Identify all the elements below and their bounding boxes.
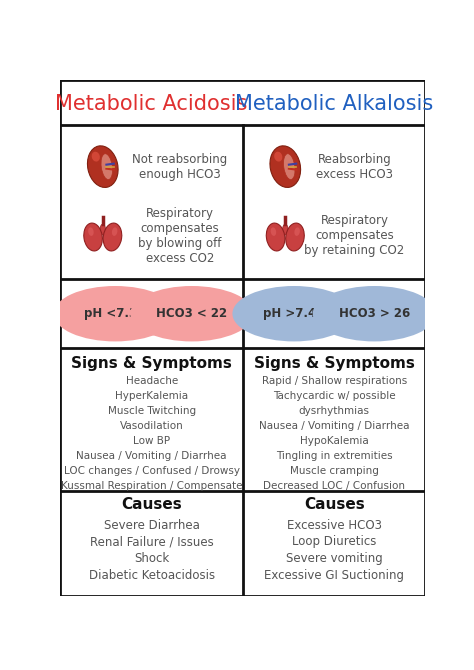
Ellipse shape: [266, 223, 285, 251]
Text: Respiratory
compensates
by blowing off
excess CO2: Respiratory compensates by blowing off e…: [138, 207, 221, 265]
Text: Muscle cramping: Muscle cramping: [290, 466, 379, 476]
Ellipse shape: [294, 227, 300, 236]
Text: Metabolic Acidosis: Metabolic Acidosis: [55, 94, 248, 113]
Text: Reabsorbing
excess HCO3: Reabsorbing excess HCO3: [316, 153, 393, 181]
Text: Causes: Causes: [121, 497, 182, 512]
Text: Tingling in extremities: Tingling in extremities: [276, 451, 392, 461]
Ellipse shape: [283, 153, 295, 180]
Text: Rapid / Shallow respirations: Rapid / Shallow respirations: [262, 376, 407, 386]
Ellipse shape: [103, 223, 122, 251]
Text: pH >7.45: pH >7.45: [263, 308, 325, 320]
Text: Signs & Symptoms: Signs & Symptoms: [71, 356, 232, 371]
Text: LOC changes / Confused / Drowsy: LOC changes / Confused / Drowsy: [64, 466, 240, 476]
Text: Excessive HCO3: Excessive HCO3: [287, 519, 382, 531]
Ellipse shape: [84, 223, 102, 251]
Ellipse shape: [100, 224, 106, 235]
Text: Headache: Headache: [126, 376, 178, 386]
Ellipse shape: [91, 151, 100, 161]
Ellipse shape: [88, 227, 94, 236]
Text: HyperKalemia: HyperKalemia: [115, 391, 188, 401]
Text: Shock: Shock: [134, 552, 169, 565]
Text: Severe Diarrhea: Severe Diarrhea: [104, 519, 200, 531]
Text: Nausea / Vomiting / Diarrhea: Nausea / Vomiting / Diarrhea: [259, 421, 410, 431]
Ellipse shape: [271, 227, 276, 236]
Text: Diabetic Ketoacidosis: Diabetic Ketoacidosis: [89, 570, 215, 582]
Text: Causes: Causes: [304, 497, 365, 512]
Text: Kussmal Respiration / Compensate: Kussmal Respiration / Compensate: [61, 481, 242, 491]
Text: Loop Diuretics: Loop Diuretics: [292, 535, 376, 549]
Ellipse shape: [283, 224, 288, 235]
Text: Vasodilation: Vasodilation: [120, 421, 183, 431]
Ellipse shape: [286, 223, 304, 251]
Ellipse shape: [112, 227, 118, 236]
Text: pH <7.35: pH <7.35: [84, 308, 146, 320]
Text: Low BP: Low BP: [133, 436, 170, 446]
Text: Signs & Symptoms: Signs & Symptoms: [254, 356, 415, 371]
Ellipse shape: [274, 151, 283, 161]
Ellipse shape: [270, 146, 301, 188]
Text: Tachycardic w/ possible: Tachycardic w/ possible: [273, 391, 395, 401]
Ellipse shape: [88, 146, 118, 188]
Ellipse shape: [130, 286, 254, 342]
Text: dysrhythmias: dysrhythmias: [299, 406, 370, 416]
Text: Respiratory
compensates
by retaining CO2: Respiratory compensates by retaining CO2: [304, 214, 405, 257]
Text: HypoKalemia: HypoKalemia: [300, 436, 369, 446]
Text: HCO3 > 26: HCO3 > 26: [339, 308, 410, 320]
Text: HCO3 < 22: HCO3 < 22: [156, 308, 228, 320]
Text: Nausea / Vomiting / Diarrhea: Nausea / Vomiting / Diarrhea: [76, 451, 227, 461]
Text: Not reabsorbing
enough HCO3: Not reabsorbing enough HCO3: [132, 153, 228, 181]
Ellipse shape: [54, 286, 177, 342]
Ellipse shape: [101, 153, 112, 180]
Text: Decreased LOC / Confusion: Decreased LOC / Confusion: [263, 481, 405, 491]
Text: Severe vomiting: Severe vomiting: [286, 552, 383, 565]
Ellipse shape: [313, 286, 436, 342]
Text: Muscle Twitching: Muscle Twitching: [108, 406, 196, 416]
Text: Metabolic Alkalosis: Metabolic Alkalosis: [235, 94, 433, 113]
Text: Excessive GI Suctioning: Excessive GI Suctioning: [264, 570, 404, 582]
Ellipse shape: [232, 286, 356, 342]
Text: Renal Failure / Issues: Renal Failure / Issues: [90, 535, 214, 549]
